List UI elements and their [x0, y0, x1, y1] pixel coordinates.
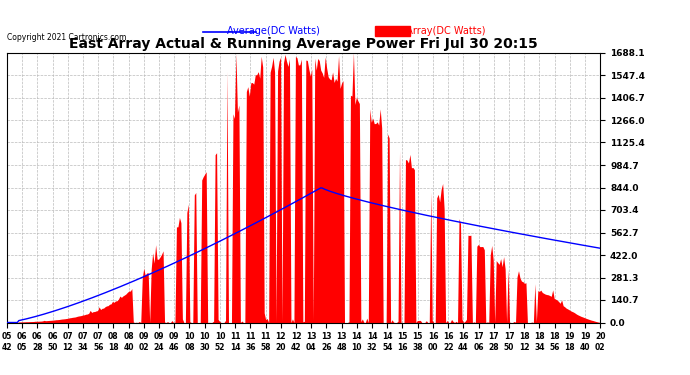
Text: Average(DC Watts): Average(DC Watts): [228, 26, 320, 36]
Title: East Array Actual & Running Average Power Fri Jul 30 20:15: East Array Actual & Running Average Powe…: [69, 38, 538, 51]
Text: East Array(DC Watts): East Array(DC Watts): [382, 26, 486, 36]
Text: Copyright 2021 Cartronics.com: Copyright 2021 Cartronics.com: [7, 33, 126, 42]
Bar: [375, 26, 411, 36]
